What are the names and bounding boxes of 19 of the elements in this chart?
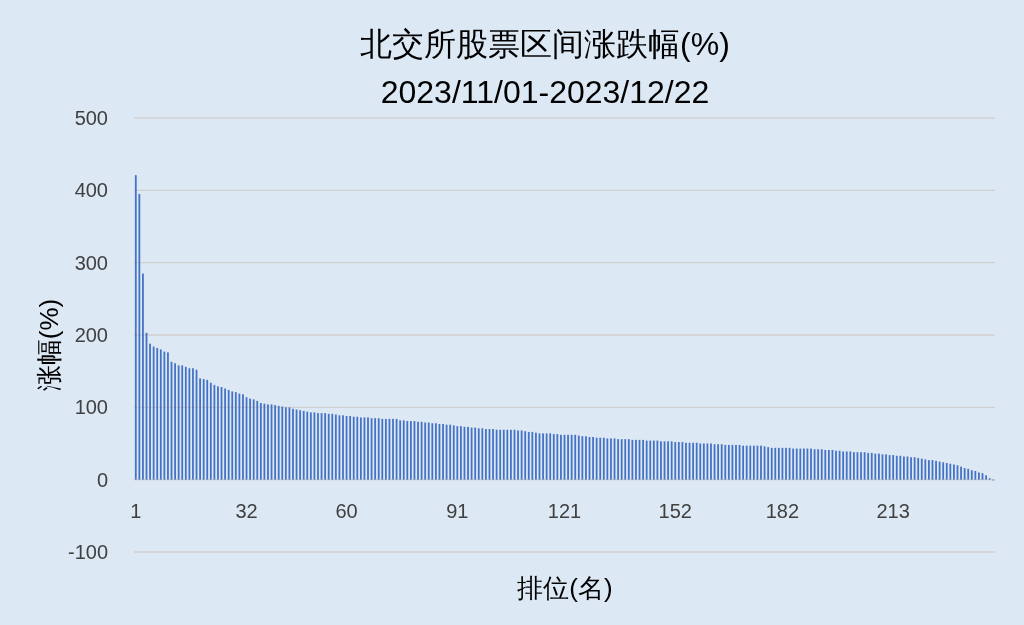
y-tick-label: -100 [67,541,108,563]
x-tick-label: 182 [765,499,800,522]
x-tick-label: 32 [235,499,258,522]
y-tick-label: 0 [96,468,108,491]
x-tick-label: 121 [547,499,582,522]
chart-title: 北交所股票区间涨跌幅(%) [360,26,730,62]
y-tick-label: 500 [74,107,108,129]
y-axis-title: 涨幅(%) [34,298,64,392]
x-tick-label: 152 [658,499,692,522]
x-tick-label: 213 [876,499,910,522]
y-tick-label: 200 [74,324,108,346]
y-tick-label: 400 [74,179,108,202]
y-tick-label: 300 [74,251,108,274]
y-tick-label: 100 [74,396,108,419]
x-tick-label: 1 [130,499,142,522]
x-tick-label: 60 [335,499,358,522]
x-axis-title: 排位(名) [517,573,613,603]
chart-subtitle: 2023/11/01-2023/12/22 [380,74,710,110]
x-tick-label: 91 [446,499,469,522]
